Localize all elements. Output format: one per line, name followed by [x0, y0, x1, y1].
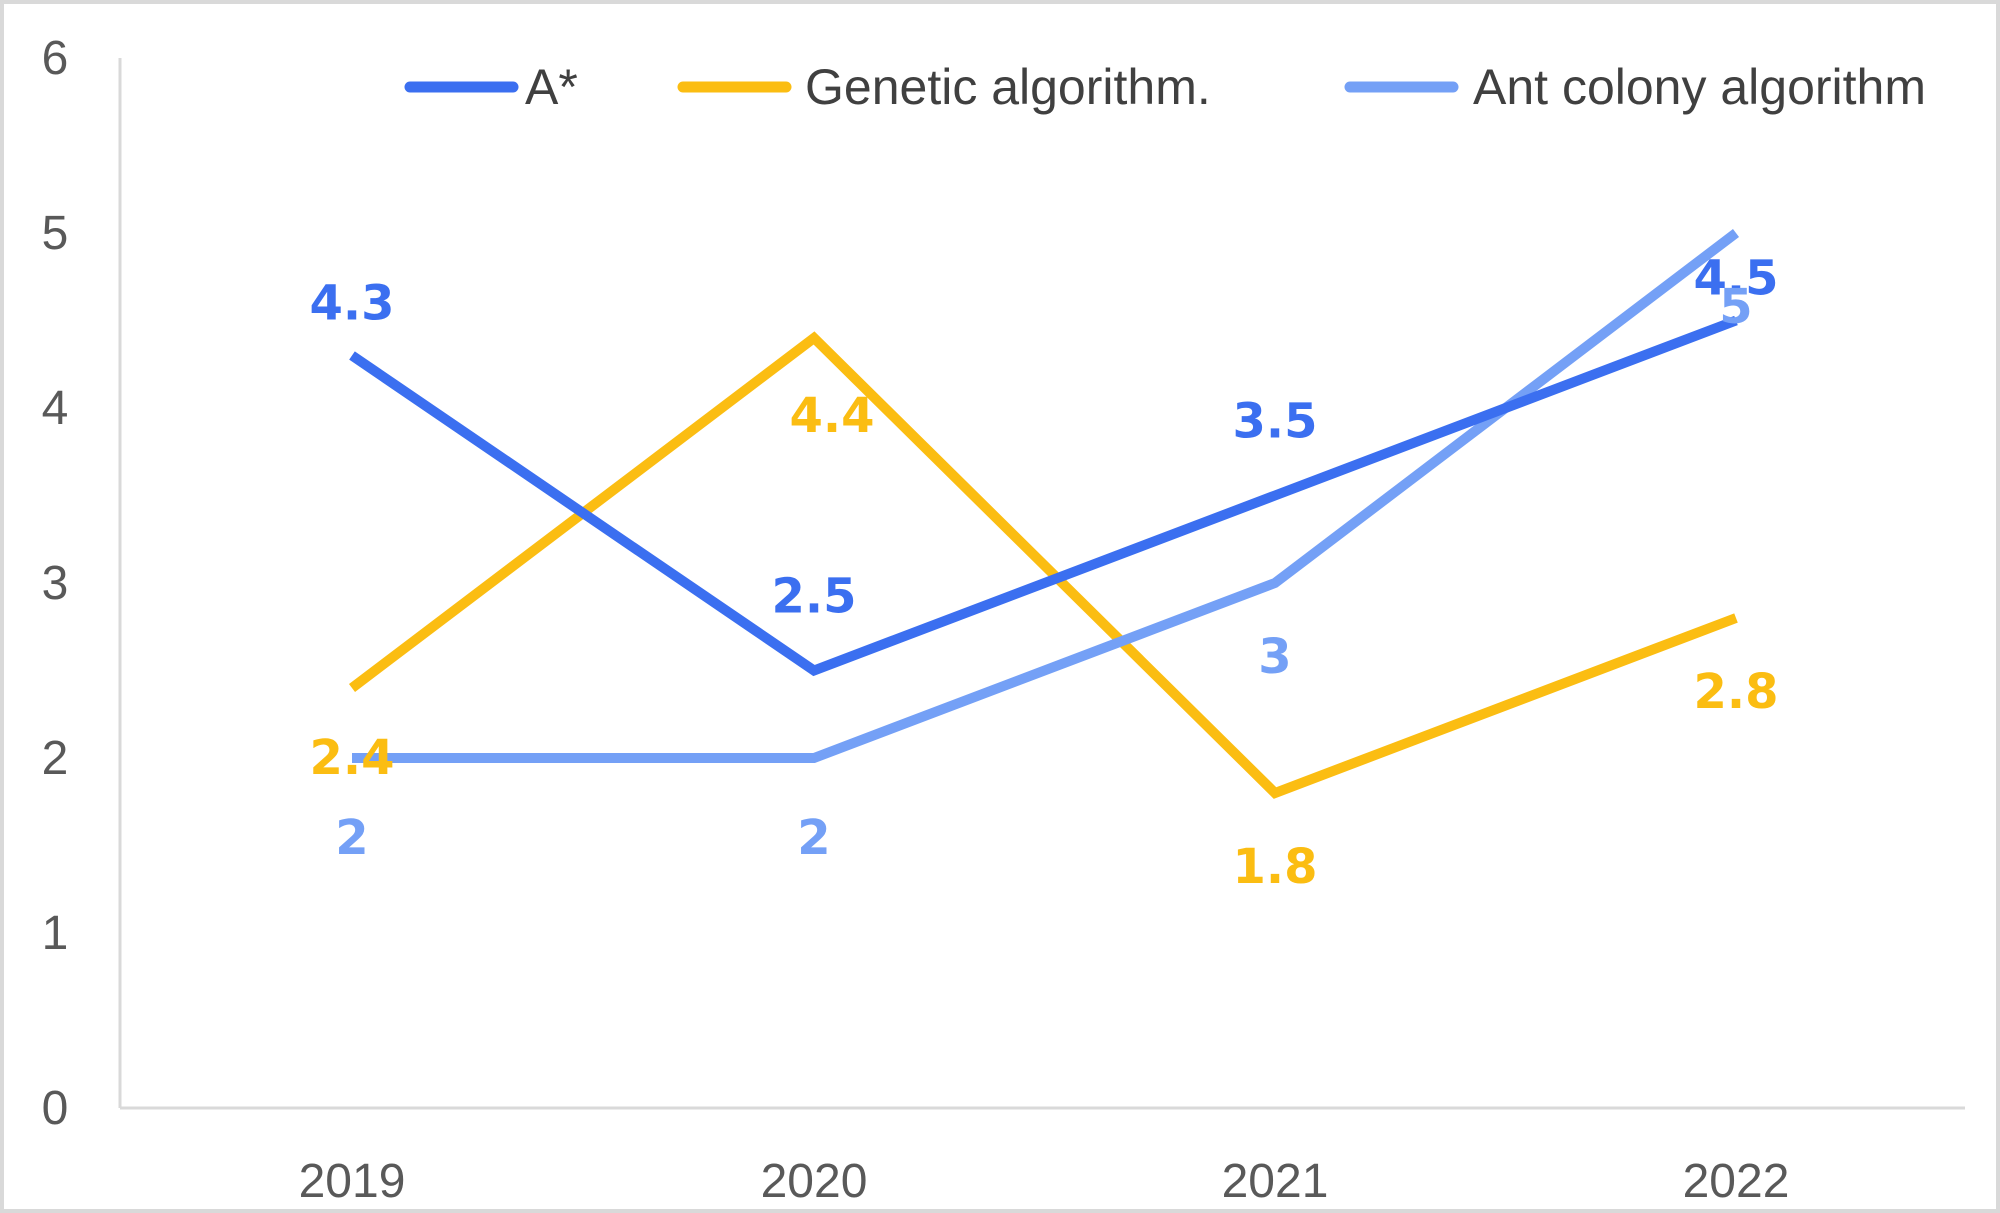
x-tick-label: 2020 — [761, 1155, 868, 1208]
x-tick-label: 2022 — [1683, 1155, 1790, 1208]
data-label: 4.5 — [1693, 251, 1778, 307]
y-tick-label: 4 — [42, 382, 69, 435]
data-label: 2 — [335, 810, 368, 866]
data-label: 2 — [797, 810, 830, 866]
data-label: 5 — [1719, 279, 1752, 335]
y-tick-label: 0 — [42, 1082, 69, 1135]
series-line — [349, 315, 1738, 677]
legend-label: Genetic algorithm. — [805, 59, 1211, 115]
x-tick-label: 2019 — [299, 1155, 406, 1208]
y-tick-label: 2 — [42, 732, 69, 785]
x-tick-label: 2021 — [1222, 1155, 1329, 1208]
data-label: 2.4 — [309, 730, 394, 786]
legend-label: A* — [525, 59, 578, 115]
data-label: 2.8 — [1693, 664, 1778, 720]
data-label: 2.5 — [771, 569, 856, 625]
series-line — [348, 331, 1738, 799]
data-label: 3 — [1258, 629, 1291, 685]
legend-label: Ant colony algorithm — [1473, 59, 1926, 115]
y-tick-label: 3 — [42, 557, 69, 610]
data-label: 4.3 — [309, 276, 394, 332]
y-tick-label: 6 — [42, 32, 69, 85]
data-label: 4.4 — [789, 388, 874, 444]
data-label: 1.8 — [1232, 839, 1317, 895]
data-label: 3.5 — [1232, 394, 1317, 450]
y-tick-label: 1 — [42, 907, 69, 960]
y-tick-label: 5 — [42, 207, 69, 260]
